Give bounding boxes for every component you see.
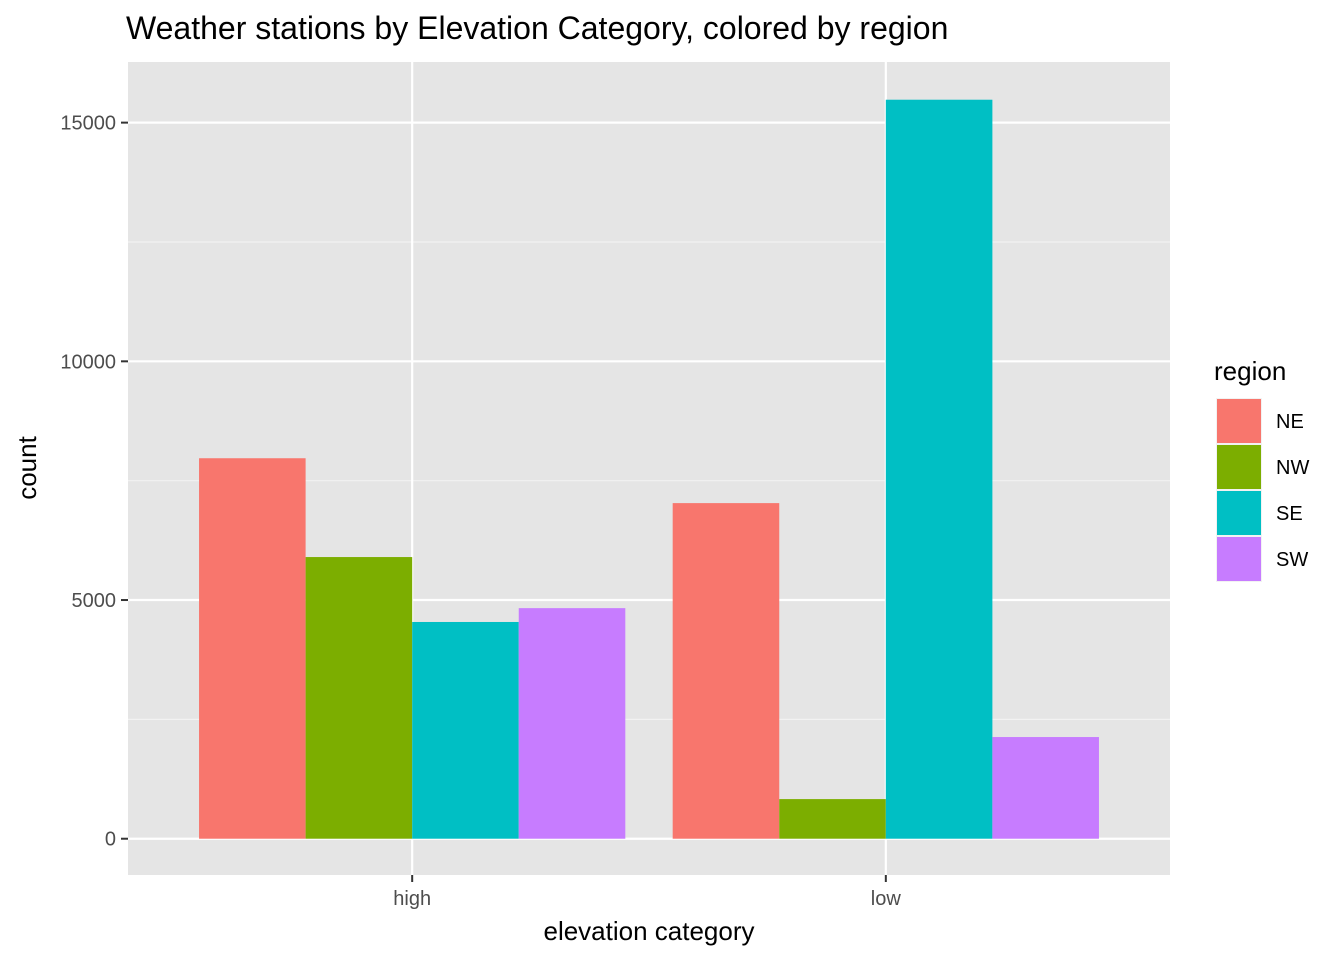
y-tick-label: 0 bbox=[105, 829, 116, 851]
bar-low-SW bbox=[992, 737, 1099, 839]
x-axis-title: elevation category bbox=[543, 916, 754, 946]
bar-low-NW bbox=[779, 799, 886, 839]
bar-high-SE bbox=[412, 621, 519, 839]
legend-swatch-NW bbox=[1217, 445, 1261, 489]
bar-low-NE bbox=[672, 503, 780, 839]
y-axis: 0 5000 10000 15000 bbox=[60, 113, 128, 851]
legend-label-NW: NW bbox=[1276, 457, 1309, 479]
legend-label-SE: SE bbox=[1276, 503, 1303, 525]
bar-high-NE bbox=[199, 458, 306, 839]
y-tick-label: 10000 bbox=[60, 351, 116, 373]
legend-label-SW: SW bbox=[1276, 549, 1308, 571]
bar-high-NW bbox=[305, 557, 413, 839]
legend-title: region bbox=[1214, 356, 1286, 386]
x-tick-label: high bbox=[393, 888, 431, 910]
legend-label-NE: NE bbox=[1276, 411, 1304, 433]
legend-keys: NE NW SE SW bbox=[1216, 398, 1309, 582]
bar-low-SE bbox=[885, 99, 993, 839]
legend-swatch-NE bbox=[1217, 399, 1261, 443]
chart-title: Weather stations by Elevation Category, … bbox=[126, 10, 948, 46]
legend-swatch-SW bbox=[1217, 537, 1261, 581]
y-tick-label: 15000 bbox=[60, 113, 116, 135]
x-tick-label: low bbox=[871, 888, 902, 910]
y-tick-label: 5000 bbox=[72, 590, 117, 612]
bars bbox=[199, 99, 1099, 839]
bar-high-SW bbox=[518, 608, 626, 839]
y-axis-title: count bbox=[12, 435, 42, 499]
x-axis: high low bbox=[393, 875, 901, 910]
legend-swatch-SE bbox=[1217, 491, 1261, 535]
legend: region NE NW SE SW bbox=[1214, 356, 1309, 582]
